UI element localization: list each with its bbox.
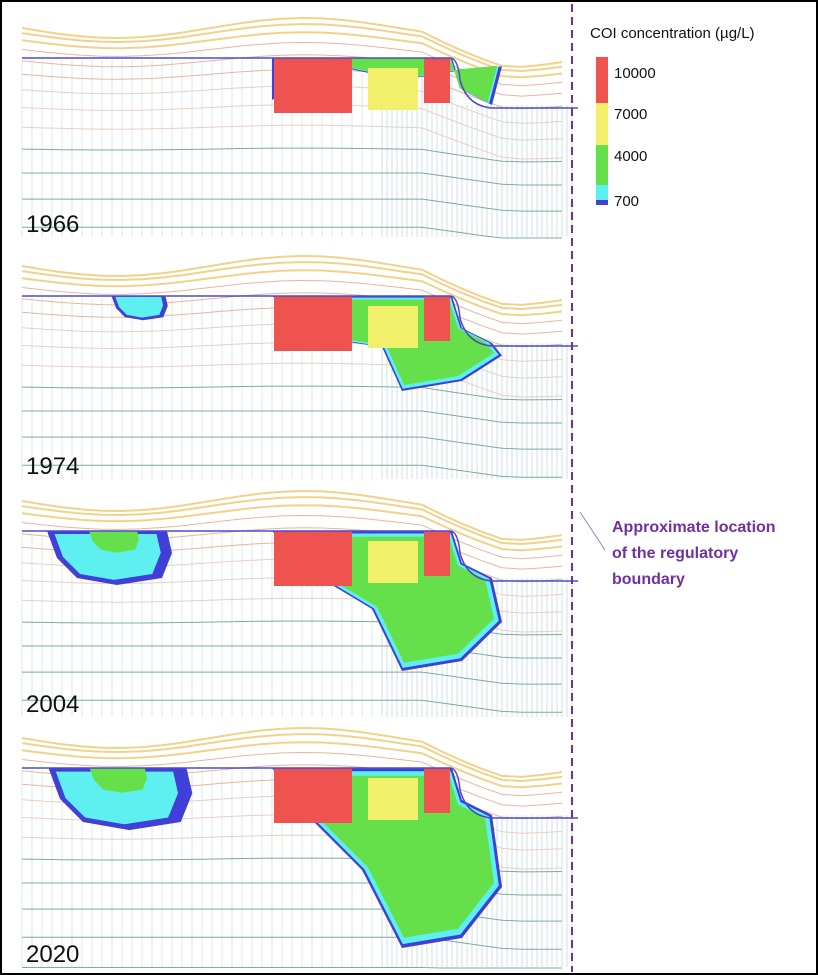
source-red (274, 768, 352, 823)
year-label: 2004 (26, 691, 79, 718)
year-label: 1974 (26, 453, 79, 480)
swatch (596, 185, 608, 200)
source-red (424, 296, 450, 341)
source-red (424, 58, 450, 103)
swatch (596, 103, 608, 145)
source-yellow (368, 306, 418, 348)
year-label: 1966 (26, 211, 79, 238)
swatch (596, 57, 608, 103)
swatch (596, 200, 608, 205)
model-panel: 2020 (22, 728, 578, 972)
source-yellow (368, 778, 418, 820)
model-panel: 1974 (22, 256, 578, 484)
source-yellow (368, 68, 418, 110)
source-red (424, 768, 450, 813)
annotation: boundary (612, 571, 685, 588)
layer-line (22, 968, 562, 969)
legend-label: 4000 (614, 148, 647, 165)
source-red (274, 296, 352, 351)
source-red (274, 58, 352, 113)
source-red (424, 531, 450, 576)
panels: 1966 1974 2004 2020 (22, 18, 578, 972)
year-label: 2020 (26, 941, 79, 968)
figure: 1966 1974 2004 2020 COI concentration (µg/L… (0, 0, 818, 975)
model-panel: 1966 (22, 18, 578, 242)
legend-title: COI concentration (µg/L) (590, 25, 755, 42)
panel-bg (22, 258, 572, 484)
source-yellow (368, 541, 418, 583)
annotation: of the regulatory (612, 545, 738, 562)
source-red (274, 531, 352, 586)
annotation: Approximate location (612, 519, 776, 536)
legend-label: 10000 (614, 65, 656, 82)
legend-label: 7000 (614, 106, 647, 123)
legend-label: 700 (614, 193, 639, 210)
swatch (596, 145, 608, 185)
model-panel: 2004 (22, 491, 578, 722)
